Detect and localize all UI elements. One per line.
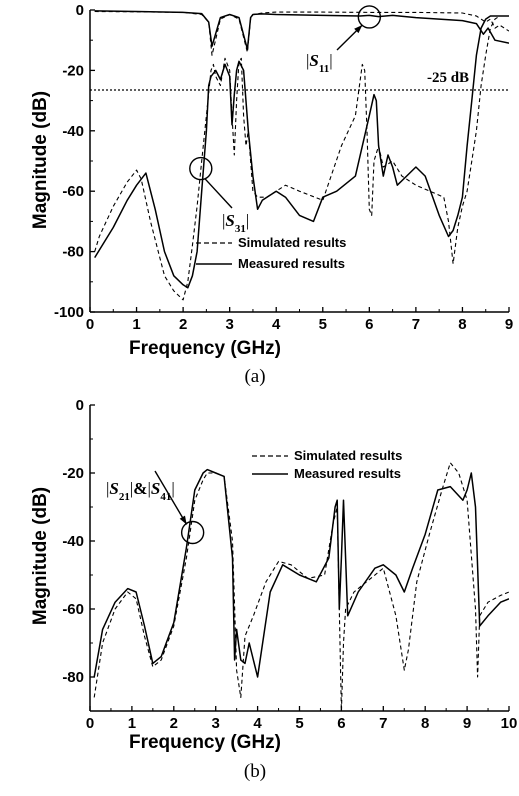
s41-base: S [151, 479, 160, 498]
x-tick-label: 7 [412, 316, 420, 333]
y-tick-label: 0 [76, 397, 84, 414]
s21-s41-label: |S21|&|S41| [106, 479, 175, 503]
y-tick-label: 0 [76, 2, 84, 19]
x-tick-label: 6 [337, 715, 345, 732]
x-axis-title-b: Frequency (GHz) [129, 732, 281, 753]
x-tick-label: 6 [365, 316, 373, 333]
s21-marker-circle [180, 520, 205, 545]
x-tick-label: 3 [212, 715, 220, 732]
x-tick-label: 0 [86, 316, 94, 333]
s11-label: |S11| [306, 51, 333, 75]
x-tick-label: 8 [458, 316, 466, 333]
series-simulated-s31-line [94, 15, 509, 301]
s11-sub: 11 [319, 63, 329, 75]
x-tick-label: 8 [421, 715, 429, 732]
x-axis-title-a: Frequency (GHz) [129, 338, 281, 359]
legend-a-measured-label: Measured results [238, 256, 345, 271]
x-tick-label: 4 [272, 316, 281, 333]
series-measured-s31-line [94, 15, 509, 289]
s31-label: |S31| [222, 211, 249, 235]
series-simulated-line [93, 462, 509, 711]
y-tick-label: -100 [54, 304, 84, 321]
y-tick-label: -40 [62, 123, 84, 140]
y-axis-title-a: Magnitude (dB) [30, 91, 51, 229]
y-tick-label: -80 [62, 669, 84, 686]
s31-marker-pointer [204, 178, 233, 209]
s11-marker-arrowhead [354, 24, 363, 34]
legend-b-simulated-label: Simulated results [294, 448, 402, 463]
amp-sign: & [133, 479, 147, 498]
x-tick-label: 5 [319, 316, 327, 333]
s21-base: S [109, 479, 118, 498]
x-tick-label: 2 [179, 316, 187, 333]
legend-a-simulated-label: Simulated results [238, 235, 346, 250]
series-simulated-s11-line [94, 10, 509, 56]
legend-b-measured-label: Measured results [294, 466, 401, 481]
y-tick-label: -60 [62, 601, 84, 618]
x-tick-label: 9 [505, 316, 513, 333]
panel-a: 0 1 2 3 4 5 6 7 8 9 0 -20 -40 -60 -80 -100 Frequency (G… [30, 2, 513, 387]
s11-base: S [309, 51, 318, 70]
y-tick-label: -20 [62, 62, 84, 79]
s21-marker-pointer [154, 470, 188, 525]
caption-b: (b) [244, 761, 266, 782]
x-tick-label: 2 [170, 715, 178, 732]
panel-b: 0 1 2 3 4 5 6 7 8 9 10 0 -20 -40 -60 -80 Frequency (GHz… [30, 397, 517, 782]
x-tick-label: 0 [86, 715, 94, 732]
plot-area-a: 0 1 2 3 4 5 6 7 8 9 0 -20 -40 -60 -80 -100 [54, 2, 513, 333]
x-tick-label: 10 [501, 715, 518, 732]
x-tick-label: 1 [128, 715, 136, 732]
x-tick-label: 9 [463, 715, 471, 732]
s31-base: S [225, 211, 234, 230]
s11-marker-circle [357, 5, 382, 29]
s21-sub: 21 [119, 491, 130, 503]
s21-marker-arrowhead [179, 515, 187, 525]
x-tick-label: 7 [379, 715, 387, 732]
legend-a: Simulated results Measured results [196, 235, 346, 271]
caption-a: (a) [244, 366, 265, 387]
threshold-label: -25 dB [427, 70, 469, 86]
legend-b: Simulated results Measured results [252, 448, 402, 481]
s31-marker-circle [189, 156, 213, 181]
y-tick-label: -80 [62, 244, 84, 261]
plot-area-b: 0 1 2 3 4 5 6 7 8 9 10 0 -20 -40 -60 -80 [62, 397, 517, 732]
x-tick-label: 1 [132, 316, 140, 333]
x-tick-label: 5 [295, 715, 303, 732]
y-tick-label: -40 [62, 533, 84, 550]
s31-sub: 31 [235, 223, 246, 235]
y-tick-label: -60 [62, 183, 84, 200]
series-measured-s11-line [94, 10, 509, 51]
x-tick-label: 3 [225, 316, 233, 333]
s41-sub: 41 [160, 491, 171, 503]
y-tick-label: -20 [62, 465, 84, 482]
series-measured-line [93, 468, 509, 678]
y-axis-title-b: Magnitude (dB) [30, 487, 51, 625]
x-tick-label: 4 [253, 715, 262, 732]
